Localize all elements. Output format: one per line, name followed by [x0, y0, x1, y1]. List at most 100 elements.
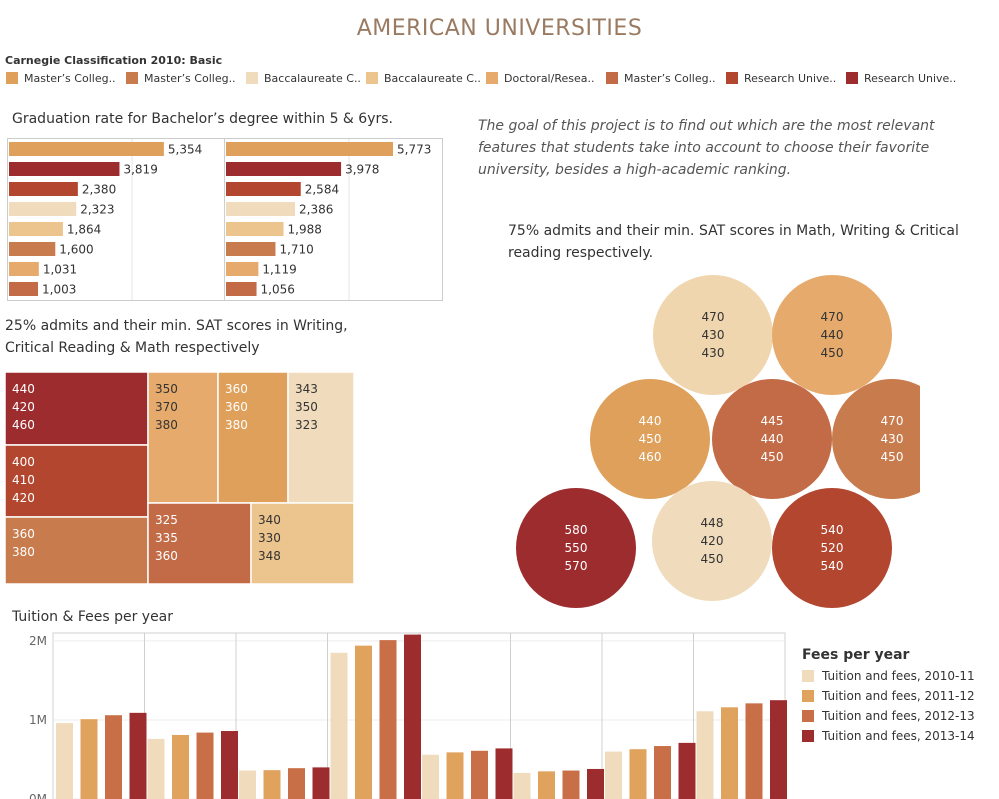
- legend-item[interactable]: Master’s Colleg..: [606, 72, 716, 88]
- bubble-value: 430: [881, 432, 904, 446]
- tuition-bar: [471, 750, 488, 799]
- graduation-chart: 5,354 3,819 2,380 2,323 1,864 1,600 1,031 1,003…: [9, 139, 431, 300]
- legend-label: Research Unive..: [744, 72, 837, 85]
- legend-label: Master’s Colleg..: [144, 72, 236, 85]
- tuition-bar: [147, 738, 165, 799]
- treemap-value: 460: [12, 418, 35, 432]
- bubble-value: 470: [881, 414, 904, 428]
- legend-item[interactable]: Research Unive..: [846, 72, 956, 88]
- treemap-value: 360: [12, 527, 35, 541]
- graduation-bar: [226, 202, 296, 216]
- treemap-value: 360: [155, 549, 178, 563]
- bubble-value: 450: [639, 432, 662, 446]
- legend-item[interactable]: Doctoral/Resea..: [486, 72, 594, 88]
- sat75-bubble-chart: 470 430 430 470 440 450 440 450 460 445 440 450 470 4…: [516, 275, 920, 608]
- bubble: [772, 488, 892, 608]
- legend-label: Baccalaureate C..: [264, 72, 361, 85]
- legend-title: Carnegie Classification 2010: Basic: [5, 54, 223, 67]
- graduation-bar: [9, 242, 56, 256]
- graduation-bar-label: 1,031: [43, 263, 77, 277]
- legend-swatch: [126, 72, 138, 84]
- tuition-bar: [105, 715, 122, 799]
- tuition-bar: [678, 742, 696, 799]
- treemap-value: 335: [155, 531, 178, 545]
- graduation-bar-label: 2,380: [82, 183, 116, 197]
- graduation-bar-label: 1,600: [59, 243, 93, 257]
- legend-item[interactable]: Baccalaureate C..: [366, 72, 481, 88]
- tuition-legend-item[interactable]: Tuition and fees, 2011-12: [802, 689, 975, 703]
- bubble-value: 445: [761, 414, 784, 428]
- treemap-value: 323: [295, 418, 318, 432]
- legend-item[interactable]: Research Unive..: [726, 72, 836, 88]
- legend-swatch: [486, 72, 498, 84]
- treemap-value: 330: [258, 531, 281, 545]
- sat25-treemap: 440 420 460 400 410 420 360 380 350 370 380 360 360 3…: [5, 372, 354, 584]
- y-tick-label: 0M: [29, 792, 47, 799]
- graduation-bar: [226, 222, 284, 236]
- bubble-value: 470: [821, 310, 844, 324]
- tuition-bar: [404, 634, 421, 799]
- tuition-bar: [446, 752, 464, 799]
- bubble-value: 540: [821, 559, 844, 573]
- treemap-value: 325: [155, 513, 178, 527]
- tuition-bar: [562, 770, 580, 799]
- graduation-bar-label: 2,386: [299, 203, 333, 217]
- treemap-tile: [287, 372, 354, 504]
- graduation-bar: [226, 142, 393, 156]
- graduation-bar-label: 3,978: [345, 163, 379, 177]
- tuition-legend-item[interactable]: Tuition and fees, 2010-11: [802, 669, 975, 683]
- legend-swatch: [246, 72, 258, 84]
- treemap-tile: [250, 502, 354, 584]
- bubble-value: 440: [761, 432, 784, 446]
- graduation-bar-label: 1,864: [67, 223, 101, 237]
- tuition-legend-label: Tuition and fees, 2013-14: [822, 729, 975, 743]
- treemap-tile: [5, 516, 149, 584]
- legend-swatch: [802, 710, 814, 722]
- bubble-value: 520: [821, 541, 844, 555]
- legend-swatch: [366, 72, 378, 84]
- graduation-bar-label: 5,354: [168, 143, 202, 157]
- tuition-bar: [129, 712, 147, 799]
- graduation-bar: [9, 142, 164, 156]
- bubble-value: 448: [701, 516, 724, 530]
- tuition-legend-item[interactable]: Tuition and fees, 2013-14: [802, 729, 975, 743]
- legend-label: Research Unive..: [864, 72, 957, 85]
- bubble-value: 460: [639, 450, 662, 464]
- bubble-value: 550: [565, 541, 588, 555]
- treemap-value: 340: [258, 513, 281, 527]
- graduation-bar-label: 3,819: [123, 163, 157, 177]
- y-tick-label: 1M: [29, 713, 47, 727]
- legend-item[interactable]: Master’s Colleg..: [6, 72, 116, 88]
- bubble: [590, 379, 710, 499]
- legend-item[interactable]: Master’s Colleg..: [126, 72, 236, 88]
- legend-swatch: [6, 72, 18, 84]
- legend-item[interactable]: Baccalaureate C..: [246, 72, 361, 88]
- treemap-value: 420: [12, 491, 35, 505]
- tuition-bar: [770, 700, 787, 799]
- tuition-bar: [172, 734, 189, 799]
- bubble: [712, 379, 832, 499]
- graduation-bar-label: 1,003: [42, 283, 76, 297]
- tuition-legend-item[interactable]: Tuition and fees, 2012-13: [802, 709, 975, 723]
- tuition-bar: [422, 754, 439, 799]
- treemap-value: 410: [12, 473, 35, 487]
- bubble: [772, 275, 892, 395]
- tuition-bar: [696, 711, 714, 799]
- bubble-value: 450: [881, 450, 904, 464]
- tuition-bar: [745, 703, 763, 799]
- graduation-bar-label: 2,323: [80, 203, 114, 217]
- graduation-bar: [226, 182, 301, 196]
- tuition-bar: [56, 723, 73, 799]
- treemap-value: 360: [225, 382, 248, 396]
- bubble-value: 450: [821, 346, 844, 360]
- y-tick-label: 2M: [29, 634, 47, 648]
- legend-swatch: [606, 72, 618, 84]
- bubble-value: 420: [701, 534, 724, 548]
- treemap-value: 380: [12, 545, 35, 559]
- tuition-bar: [629, 749, 647, 799]
- tuition-chart: 0M 1M 2M: [29, 632, 787, 799]
- tuition-title: Tuition & Fees per year: [12, 609, 174, 625]
- bubble-value: 430: [702, 346, 725, 360]
- graduation-bar: [9, 222, 63, 236]
- legend-swatch: [726, 72, 738, 84]
